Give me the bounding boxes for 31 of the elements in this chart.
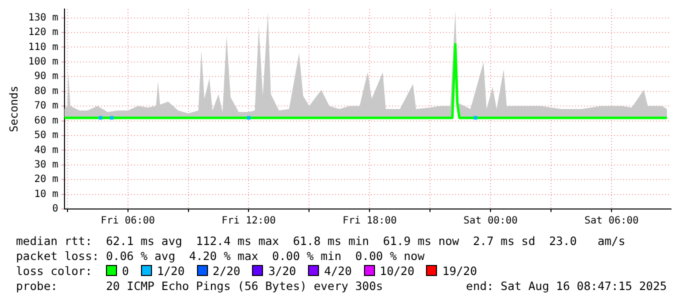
y-tick-label: 110 m — [28, 42, 58, 53]
legend-label: 19/20 — [442, 264, 478, 278]
x-tick-label: Fri 18:00 — [342, 216, 397, 227]
legend-title: loss color: — [16, 264, 94, 278]
y-tick-label: 50 m — [34, 130, 58, 142]
y-axis-title: Seconds — [7, 86, 20, 132]
y-tick-label: 80 m — [34, 86, 58, 97]
legend-label: 10/20 — [380, 264, 414, 278]
x-tick-label: Fri 06:00 — [100, 216, 155, 227]
y-tick-label: 120 m — [28, 27, 58, 38]
y-tick-label: 90 m — [34, 71, 58, 82]
text: median rtt: 62.1 ms avg 112.4 ms max 61.8 ms min 61.9 ms now 2.7 ms sd 23.0 am/s — [16, 234, 626, 249]
y-tick-label: 20 m — [34, 174, 58, 186]
x-tick-label: Sat 00:00 — [464, 216, 518, 227]
legend-label: 3/20 — [268, 264, 296, 278]
y-tick-label: 100 m — [28, 56, 58, 68]
y-tick-label: 40 m — [34, 144, 58, 156]
legend-label: 1/20 — [156, 264, 185, 278]
text: packet loss: 0.06 % avg 4.20 % max 0.00 % min 0.00 % now — [16, 249, 424, 264]
legend-label: 2/20 — [212, 264, 240, 278]
y-tick-label: 130 m — [28, 12, 58, 24]
x-tick-label: Sat 06:00 — [584, 216, 639, 227]
legend-label: 0 — [122, 264, 129, 278]
y-tick-label: 0 — [52, 204, 58, 215]
legend-label: 4/20 — [324, 264, 352, 278]
y-tick-label: 30 m — [34, 159, 58, 170]
y-tick-label: 60 m — [34, 115, 58, 126]
x-tick-label: Fri 12:00 — [222, 216, 276, 227]
y-tick-label: 10 m — [34, 188, 58, 200]
y-tick-label: 70 m — [34, 100, 58, 112]
text: probe: 20 ICMP Echo Pings (56 Bytes) every 300s end: Sat Aug 16 08:47:15 2025 — [16, 279, 667, 294]
